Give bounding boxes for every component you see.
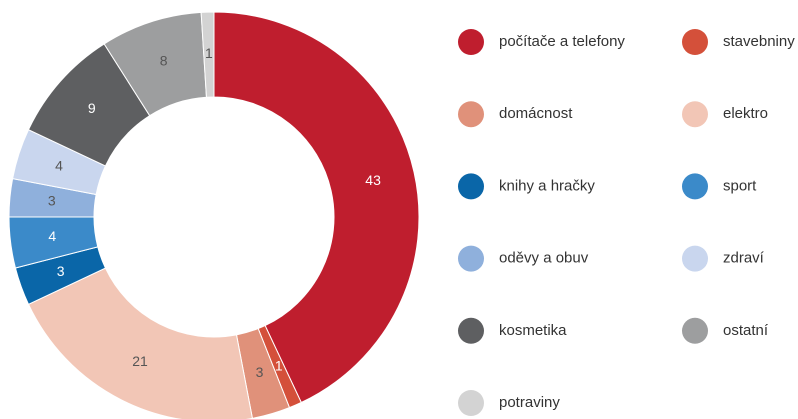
legend-label: sport	[723, 177, 757, 194]
legend-swatch	[458, 173, 484, 200]
legend-label: zdraví	[723, 250, 765, 267]
slice-label: 3	[256, 364, 264, 380]
legend-swatch	[682, 29, 708, 55]
slice-label: 3	[57, 263, 65, 279]
legend-swatch	[458, 101, 484, 128]
legend-label: potraviny	[499, 394, 560, 411]
donut-slice	[200, 11, 215, 98]
legend-swatch	[682, 245, 708, 272]
legend-label: kosmetika	[499, 322, 567, 339]
legend-swatch	[458, 390, 484, 416]
legend-label: stavebniny	[723, 33, 795, 50]
legend-swatch	[682, 101, 708, 128]
slice-label: 4	[48, 228, 56, 244]
donut-slice	[213, 11, 420, 404]
legend-label: elektro	[723, 105, 768, 122]
slice-label: 43	[365, 172, 381, 188]
legend-label: knihy a hračky	[499, 177, 595, 194]
legend-swatch	[682, 317, 708, 344]
legend-swatch	[458, 245, 484, 272]
legend-label: oděvy a obuv	[499, 250, 589, 267]
slice-label: 3	[48, 192, 56, 208]
donut-slice	[27, 267, 253, 419]
slice-label: 8	[160, 53, 168, 69]
legend-label: počítače a telefony	[499, 33, 625, 50]
slice-label: 1	[205, 45, 213, 61]
slice-label: 1	[275, 357, 283, 373]
legend-label: domácnost	[499, 105, 573, 122]
legend-label: ostatní	[723, 322, 769, 339]
slice-label: 9	[88, 100, 96, 116]
legend-swatch	[682, 173, 708, 200]
legend-swatch	[458, 317, 484, 344]
slice-label: 21	[132, 353, 148, 369]
legend-swatch	[458, 29, 484, 55]
slice-label: 4	[55, 157, 63, 173]
